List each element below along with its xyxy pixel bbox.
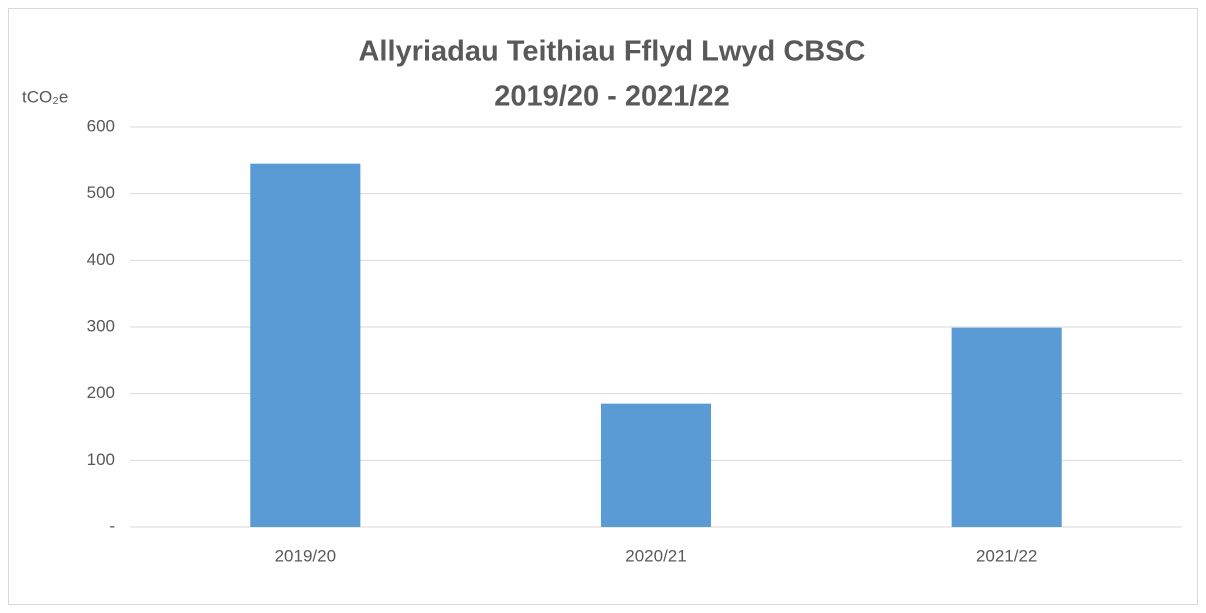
y-tick-label: 400 xyxy=(87,250,115,269)
y-tick-label: 300 xyxy=(87,316,115,335)
y-axis-label: tCO₂e xyxy=(22,87,68,106)
bar xyxy=(951,327,1062,527)
y-tick-label: 600 xyxy=(87,116,115,135)
y-tick-label: 500 xyxy=(87,183,115,202)
x-tick-label: 2020/21 xyxy=(625,546,686,565)
y-tick-label: - xyxy=(109,516,115,535)
bar xyxy=(250,163,361,527)
x-tick-label: 2021/22 xyxy=(976,546,1037,565)
x-tick-label: 2019/20 xyxy=(275,546,336,565)
bar xyxy=(600,403,712,527)
chart-title: 2019/20 - 2021/22 xyxy=(494,81,729,113)
y-tick-label: 200 xyxy=(87,383,115,402)
y-tick-label: 100 xyxy=(87,450,115,469)
chart-title: Allyriadau Teithiau Fflyd Lwyd CBSC xyxy=(358,36,865,68)
